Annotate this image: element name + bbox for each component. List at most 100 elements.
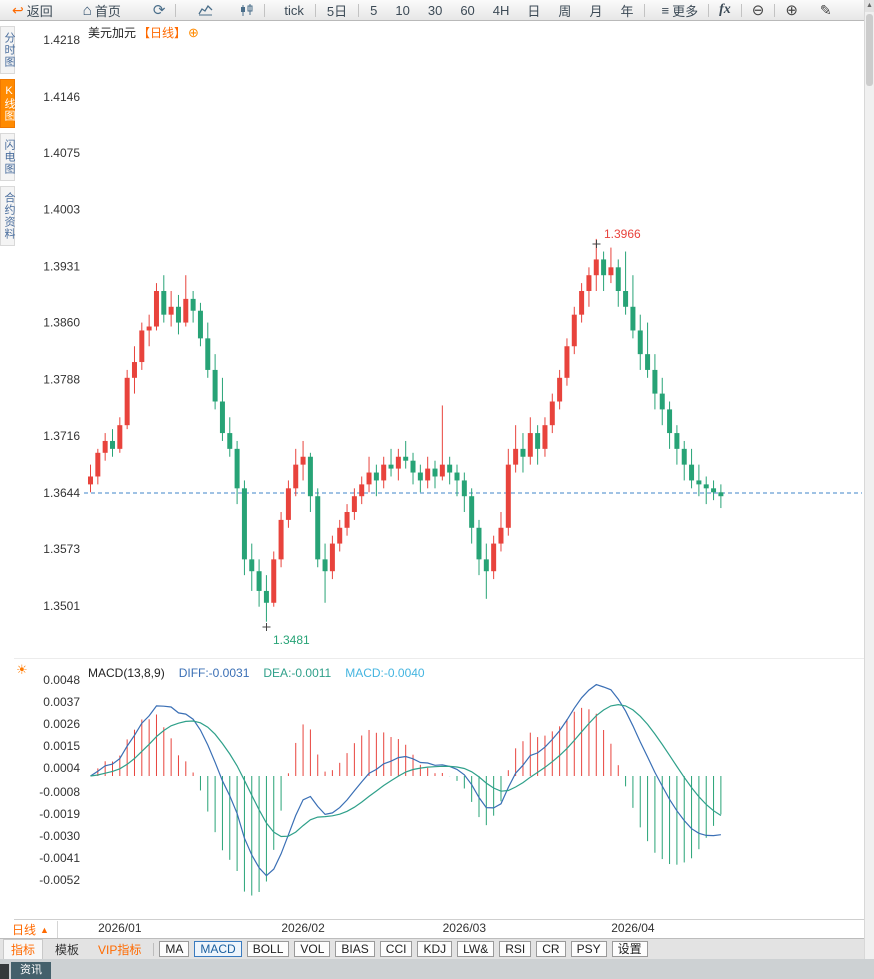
toolbar-period-年[interactable]: 年 (620, 3, 634, 19)
sidebar-item-lightning-chart[interactable]: 闪电图 (0, 133, 15, 181)
pencil-icon: ✎ (819, 1, 832, 18)
corner-grip (0, 964, 9, 979)
indicator-button-CR[interactable]: CR (536, 941, 566, 957)
refresh-icon: ⟳ (152, 1, 166, 19)
indicator-button-VOL[interactable]: VOL (294, 941, 331, 957)
price-axis-label: 1.4075 (43, 146, 80, 160)
indicator-tab-VIP指标[interactable]: VIP指标 (98, 942, 142, 957)
macd-axis-label: -0.0019 (39, 807, 80, 821)
x-axis-label: 2026/01 (98, 921, 142, 935)
indicator-separator (153, 942, 155, 956)
sidebar-item-kline-chart[interactable]: K线图 (0, 79, 15, 128)
period-tag: 【日线】 (138, 26, 187, 40)
toolbar-separator (644, 3, 646, 17)
chart-title: 美元加元 【日线】 ⊕ (88, 24, 199, 41)
high-marker-cross (592, 240, 601, 248)
toolbar-period-日[interactable]: 日 (527, 3, 541, 19)
area-chart-icon (198, 4, 213, 16)
indicator-button-MA[interactable]: MA (159, 941, 190, 957)
toolbar-period-60[interactable]: 60 (460, 2, 475, 18)
indicator-tab-模板[interactable]: 模板 (55, 942, 80, 957)
macd-dea-value: DEA:-0.0011 (263, 666, 332, 680)
toolbar-period-月[interactable]: 月 (589, 3, 603, 19)
add-indicator-icon[interactable]: ⊕ (188, 25, 199, 40)
macd-series (90, 683, 722, 896)
macd-axis-label: 0.0048 (43, 673, 80, 687)
indicator-button-BIAS[interactable]: BIAS (335, 941, 375, 957)
toolbar-period-30[interactable]: 30 (427, 2, 443, 18)
axis-labels: 1.4218 1.4146 1.4075 1.4003 1.3931 1.3860 1.37… (39, 33, 655, 935)
toolbar-period-10[interactable]: 10 (395, 2, 410, 18)
macd-params-label[interactable]: MACD(13,8,9) (88, 666, 165, 680)
macd-axis-label: 0.0015 (43, 739, 80, 753)
macd-header: MACD(13,8,9) DIFF:-0.0031 DEA:-0.0011 MA… (88, 666, 431, 680)
period-button-group: 5 10 30 60 4H 日 周 月 年 (361, 0, 642, 20)
candlestick-series (88, 238, 724, 622)
price-axis-label: 1.4218 (43, 33, 80, 47)
five-day-button[interactable]: 5日 (326, 3, 348, 19)
sidebar-item-contract-info[interactable]: 合约资料 (0, 186, 15, 246)
zoom-out-button[interactable]: ⊖ (744, 0, 773, 20)
price-axis-label: 1.3788 (43, 372, 80, 386)
toolbar-separator (175, 3, 177, 17)
macd-diff-value: DIFF:-0.0031 (178, 666, 250, 680)
toolbar-period-4H[interactable]: 4H (492, 2, 510, 18)
tab-news[interactable]: 资讯 (11, 962, 51, 979)
zoom-in-button[interactable]: ⊕ (777, 0, 806, 20)
scrollbar-thumb[interactable] (866, 14, 873, 86)
vertical-scrollbar[interactable]: ▲ (864, 0, 874, 959)
back-button[interactable]: ↩ 返回 (4, 0, 61, 20)
indicator-button-RSI[interactable]: RSI (499, 941, 532, 957)
symbol-name: 美元加元 (88, 26, 137, 40)
toolbar-period-5[interactable]: 5 (370, 2, 378, 18)
macd-axis-label: -0.0041 (39, 851, 80, 865)
price-axis-label: 1.3931 (43, 260, 80, 274)
toolbar-separator (774, 3, 776, 17)
low-annotation: 1.3481 (273, 633, 310, 647)
macd-axis-label: -0.0030 (39, 829, 80, 843)
home-icon: ⌂ (82, 1, 92, 19)
area-chart-button[interactable] (190, 0, 221, 20)
high-annotation: 1.3966 (604, 227, 641, 241)
macd-axis-label: -0.0008 (39, 785, 80, 799)
price-axis-label: 1.3716 (43, 429, 80, 443)
more-button[interactable]: ≡ 更多 (653, 0, 706, 20)
price-axis-label: 1.4146 (43, 90, 80, 104)
zoom-in-icon: ⊕ (785, 2, 798, 19)
toolbar-separator (264, 3, 266, 17)
candlestick-chart-button[interactable] (231, 0, 262, 20)
indicator-button-KDJ[interactable]: KDJ (417, 941, 453, 957)
indicator-settings-icon[interactable]: ☀ (16, 662, 28, 677)
period-selector-dropdown[interactable]: 日线 ▲ (12, 921, 58, 938)
scroll-up-icon[interactable]: ▲ (865, 0, 874, 12)
refresh-button[interactable]: ⟳ (145, 0, 174, 20)
x-axis-label: 2026/04 (611, 921, 655, 935)
indicator-button-PSY[interactable]: PSY (570, 941, 607, 957)
toolbar-separator (740, 3, 742, 17)
macd-axis-label: 0.0004 (43, 761, 80, 775)
home-label: 首页 (94, 3, 121, 19)
indicator-button-MACD[interactable]: MACD (194, 941, 242, 957)
low-marker-cross (262, 623, 271, 631)
toolbar-period-周[interactable]: 周 (558, 3, 572, 19)
draw-button[interactable]: ✎ (812, 0, 840, 20)
indicator-tab-指标[interactable]: 指标 (3, 938, 44, 960)
formula-button[interactable]: fx (719, 2, 731, 17)
indicator-button-BOLL[interactable]: BOLL (246, 941, 290, 957)
tick-button[interactable]: tick (284, 2, 304, 18)
price-axis-label: 1.3860 (43, 316, 80, 330)
macd-dea-line (90, 703, 722, 838)
indicator-button-CCI[interactable]: CCI (379, 941, 413, 957)
more-label: 更多 (672, 3, 699, 19)
price-axis-label: 1.3573 (43, 542, 80, 556)
candlestick-chart-icon (241, 3, 253, 16)
sidebar-item-timeline-chart[interactable]: 分时图 (0, 26, 15, 74)
top-toolbar: ↩ 返回 ⌂ 首页 ⟳ tick 5日 5 10 30 60 4H 日 周 月 年 ≡ 更多 f… (0, 0, 874, 21)
indicator-button-设置[interactable]: 设置 (611, 941, 648, 957)
chart-type-sidebar: 分时图 K线图 闪电图 合约资料 (0, 26, 16, 246)
back-arrow-icon: ↩ (12, 2, 24, 18)
home-button[interactable]: ⌂ 首页 (75, 0, 129, 20)
indicator-button-LW&[interactable]: LW& (457, 941, 495, 957)
bottom-status-bar: 资讯 (0, 959, 874, 979)
